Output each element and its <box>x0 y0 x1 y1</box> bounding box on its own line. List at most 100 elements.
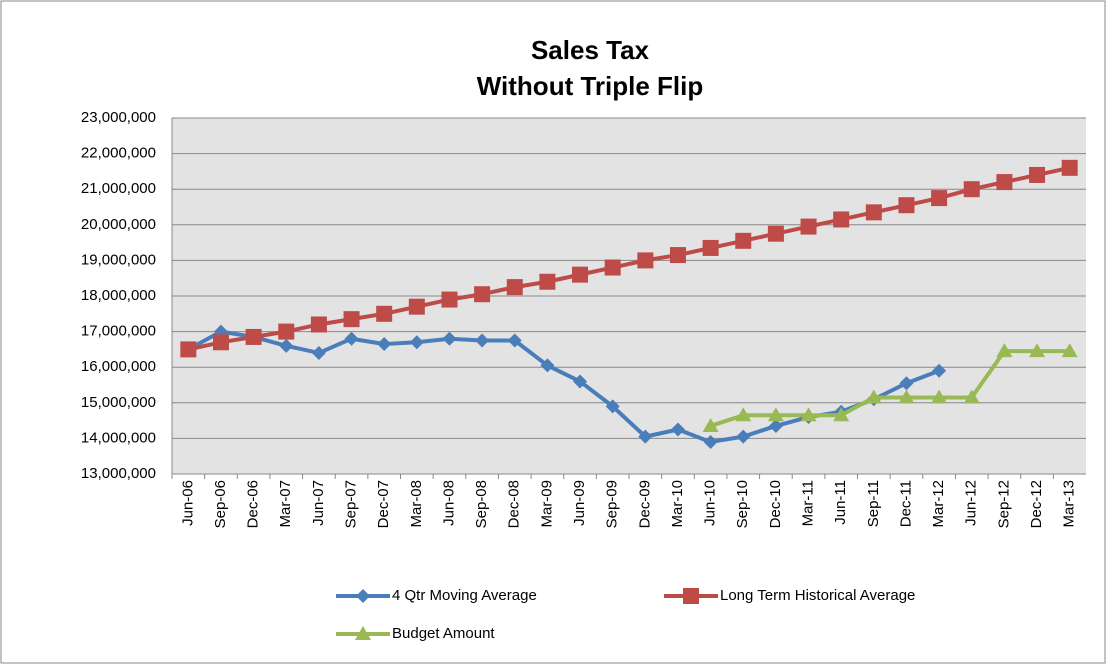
x-tick-label: Jun-11 <box>832 480 849 525</box>
data-point <box>1061 159 1078 176</box>
data-point <box>409 335 424 350</box>
data-point <box>637 252 654 269</box>
x-tick-label: Sep-08 <box>473 480 490 528</box>
data-point <box>669 247 686 264</box>
data-point <box>279 338 294 353</box>
data-point <box>1029 166 1046 183</box>
data-point <box>572 266 589 283</box>
y-tick-label: 13,000,000 <box>81 465 156 482</box>
y-tick-label: 20,000,000 <box>81 216 156 233</box>
data-point <box>278 323 295 340</box>
y-tick-label: 15,000,000 <box>81 394 156 411</box>
data-point <box>442 331 457 346</box>
data-point <box>898 389 915 404</box>
data-point <box>343 311 360 328</box>
data-point <box>899 376 914 391</box>
legend-marker <box>356 589 370 603</box>
legend-marker <box>683 588 699 604</box>
x-tick-label: Jun-06 <box>179 480 196 526</box>
data-point <box>310 316 327 333</box>
data-point <box>377 337 392 352</box>
data-point <box>768 418 783 433</box>
data-point <box>996 343 1013 358</box>
x-tick-label: Sep-09 <box>604 480 621 528</box>
data-point <box>604 259 621 276</box>
data-point <box>931 190 948 207</box>
x-tick-label: Mar-12 <box>930 480 947 528</box>
x-tick-label: Dec-12 <box>1028 480 1045 528</box>
data-point <box>963 181 980 198</box>
data-point <box>996 174 1013 191</box>
legend-label: 4 Qtr Moving Average <box>392 587 537 604</box>
data-point <box>767 407 784 422</box>
x-tick-label: Dec-11 <box>897 480 914 527</box>
data-point <box>408 298 425 315</box>
data-point <box>932 363 947 378</box>
x-tick-label: Dec-10 <box>767 480 784 528</box>
data-point <box>474 286 491 303</box>
data-point <box>736 429 751 444</box>
data-point <box>702 417 719 432</box>
y-tick-label: 19,000,000 <box>81 251 156 268</box>
x-tick-label: Sep-06 <box>212 480 229 528</box>
x-tick-label: Mar-11 <box>800 480 817 526</box>
data-point <box>670 422 685 437</box>
x-tick-label: Jun-12 <box>963 480 980 526</box>
y-tick-label: 14,000,000 <box>81 429 156 446</box>
data-point <box>507 333 522 348</box>
data-point <box>767 225 784 242</box>
x-tick-label: Mar-09 <box>538 480 555 528</box>
data-point <box>963 389 980 404</box>
series-line <box>187 165 1071 352</box>
data-point <box>506 279 523 296</box>
data-point <box>833 407 850 422</box>
data-point <box>833 211 850 228</box>
data-point <box>735 407 752 422</box>
x-tick-label: Sep-07 <box>343 480 360 528</box>
data-point <box>1061 343 1078 358</box>
x-tick-label: Dec-09 <box>636 480 653 528</box>
legend-marker <box>355 626 371 640</box>
y-tick-label: 23,000,000 <box>81 109 156 126</box>
data-point <box>865 389 882 404</box>
x-tick-label: Jun-07 <box>310 480 327 526</box>
data-point <box>441 291 458 308</box>
x-tick-label: Dec-07 <box>375 480 392 528</box>
chart-title: Without Triple Flip <box>477 71 704 101</box>
data-point <box>539 273 556 290</box>
data-point <box>703 434 718 449</box>
data-point <box>800 407 817 422</box>
data-point <box>180 341 197 358</box>
y-tick-label: 16,000,000 <box>81 358 156 375</box>
data-point <box>573 374 588 389</box>
y-tick-label: 18,000,000 <box>81 287 156 304</box>
legend-label: Budget Amount <box>392 625 495 642</box>
y-tick-label: 21,000,000 <box>81 180 156 197</box>
data-point <box>245 328 262 345</box>
legend-label: Long Term Historical Average <box>720 587 915 604</box>
data-point <box>735 232 752 249</box>
data-point <box>605 399 620 414</box>
data-point <box>376 305 393 322</box>
data-point <box>311 345 326 360</box>
data-point <box>344 331 359 346</box>
x-tick-label: Mar-10 <box>669 480 686 528</box>
data-point <box>1029 343 1046 358</box>
x-tick-label: Jun-09 <box>571 480 588 526</box>
x-tick-label: Jun-08 <box>440 480 457 526</box>
data-point <box>865 204 882 221</box>
x-tick-label: Sep-10 <box>734 480 751 528</box>
x-tick-label: Dec-06 <box>245 480 262 528</box>
x-tick-label: Sep-11 <box>865 480 882 527</box>
y-tick-label: 17,000,000 <box>81 323 156 340</box>
x-tick-label: Mar-08 <box>408 480 425 528</box>
chart-title: Sales Tax <box>531 35 650 65</box>
data-point <box>931 389 948 404</box>
x-tick-label: Dec-08 <box>506 480 523 528</box>
data-point <box>898 197 915 214</box>
data-point <box>475 333 490 348</box>
data-point <box>702 239 719 256</box>
series-line <box>709 349 1070 428</box>
x-tick-label: Sep-12 <box>995 480 1012 528</box>
